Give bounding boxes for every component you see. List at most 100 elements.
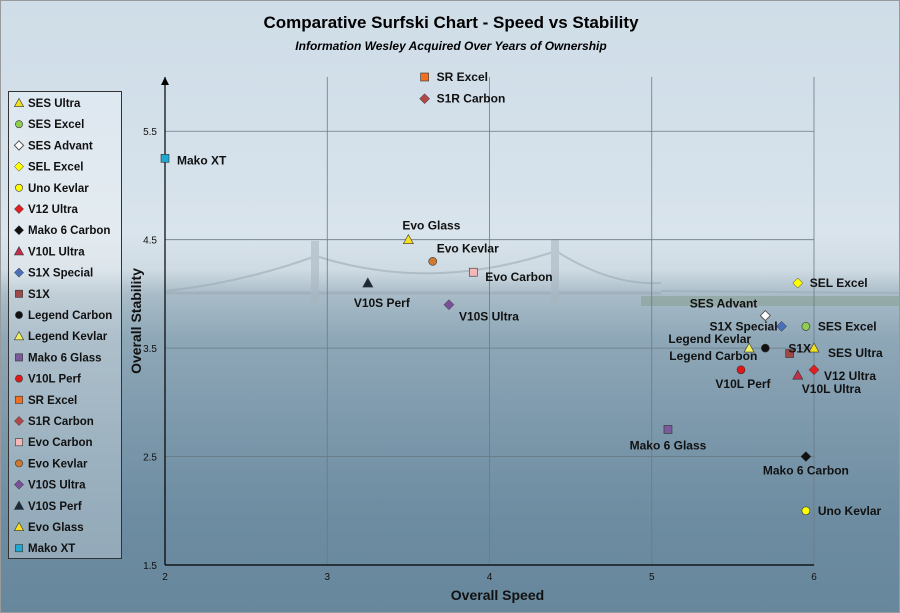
point-s1x [785,349,794,358]
y-tick-label: 1.5 [143,561,157,572]
point-legend-carbon [761,343,770,353]
data-label: V10L Perf [715,377,771,391]
legend-swatch [15,438,23,447]
x-tick-label: 2 [162,572,168,583]
legend-swatch [15,395,23,404]
y-tick-label: 3.5 [143,344,157,355]
point-s1x-special [776,321,787,332]
data-label: V10S Perf [354,296,411,310]
data-label: Legend Carbon [669,349,757,363]
legend-label: V10S Perf [28,501,82,513]
data-label: SR Excel [437,70,488,84]
point-evo-glass [402,234,414,244]
x-tick-label: 5 [649,572,655,583]
legend-label: V10L Ultra [28,246,85,258]
legend-swatch [14,161,24,172]
data-label: S1R Carbon [437,92,506,106]
y-axis-label: Overall Stability [128,268,144,374]
data-label: Legend Kevlar [668,332,751,346]
legend-label: S1R Carbon [28,416,94,428]
point-evo-kevlar [428,257,438,266]
point-uno-kevlar [801,506,811,516]
point-mako-xt [160,154,170,163]
legend-swatch [15,459,23,468]
y-tick-label: 2.5 [143,453,157,464]
legend-swatch [14,204,24,214]
legend-swatch [13,97,25,107]
legend-label: Evo Carbon [28,437,93,449]
legend-label: SES Excel [28,119,84,131]
data-label: Evo Glass [402,219,460,233]
x-tick-label: 4 [487,572,493,583]
legend-swatch [15,311,23,319]
legend-swatch [13,500,25,510]
point-legend-kevlar [743,342,755,353]
legend-label: SES Advant [28,140,93,152]
data-label: Evo Kevlar [437,241,499,255]
data-label: Evo Carbon [485,270,552,284]
legend-swatch [13,140,25,151]
legend-label: Legend Kevlar [28,331,108,343]
data-label: V12 Ultra [824,369,876,383]
point-v10l-ultra [792,369,804,380]
data-label: SEL Excel [810,276,868,290]
legend-swatch [14,267,24,278]
data-label: SES Ultra [828,346,883,360]
chart-title: Comparative Surfski Chart - Speed vs Sta… [263,13,639,32]
point-mako-6-carbon [800,451,812,462]
legend-label: S1X [28,289,50,301]
legend-swatch [13,330,25,341]
legend-label: Legend Carbon [28,310,112,322]
y-tick-label: 4.5 [143,236,157,247]
legend-label: SEL Excel [28,162,83,174]
legend-label: S1X Special [28,268,93,280]
point-v12-ultra [808,364,820,376]
point-s1r-carbon [419,93,430,105]
y-axis-arrow [161,77,169,85]
legend-label: Evo Glass [28,522,84,534]
legend-swatch [15,120,23,129]
data-label: Uno Kevlar [818,504,882,518]
data-label: Mako XT [177,153,227,167]
data-label: Mako 6 Carbon [763,464,849,478]
x-axis-label: Overall Speed [451,587,544,603]
legend-swatch [14,225,24,236]
legend-label: Mako 6 Glass [28,352,102,364]
data-label: S1X Special [710,319,778,333]
x-tick-label: 6 [811,572,817,583]
point-ses-advant [759,309,772,322]
data-label: SES Advant [690,297,758,311]
point-v10l-perf [736,365,746,375]
data-label: S1X [788,342,811,356]
y-tick-label: 5.5 [143,127,157,138]
data-label: V10L Ultra [802,382,861,396]
x-tick-label: 3 [324,572,330,583]
legend-swatch [13,521,25,531]
legend-label: V10L Perf [28,374,81,386]
legend-swatch [14,416,24,426]
legend: SES Ultra SES Excel SES Advant SEL Excel Uno… [8,91,122,559]
legend-label: Uno Kevlar [28,183,89,195]
legend-label: Mako 6 Carbon [28,225,110,237]
data-label: SES Excel [818,319,877,333]
point-sel-excel [792,277,804,289]
legend-label: V12 Ultra [28,204,78,216]
legend-label: SES Ultra [28,98,81,110]
legend-swatch [15,544,23,553]
point-mako-6-glass [663,425,673,434]
data-label: V10S Ultra [459,310,519,324]
legend-swatch [15,289,23,298]
legend-label: V10S Ultra [28,480,86,492]
chart-subtitle: Information Wesley Acquired Over Years o… [295,39,607,53]
legend-entries: SES Ultra SES Excel SES Advant SEL Excel Uno… [13,97,112,555]
point-ses-excel [801,322,811,331]
legend-swatch [15,183,23,192]
legend-swatch [14,479,24,490]
legend-swatch [13,246,25,256]
point-sr-excel [420,72,429,82]
data-label: Mako 6 Glass [630,438,707,452]
point-v10s-perf [362,277,374,288]
